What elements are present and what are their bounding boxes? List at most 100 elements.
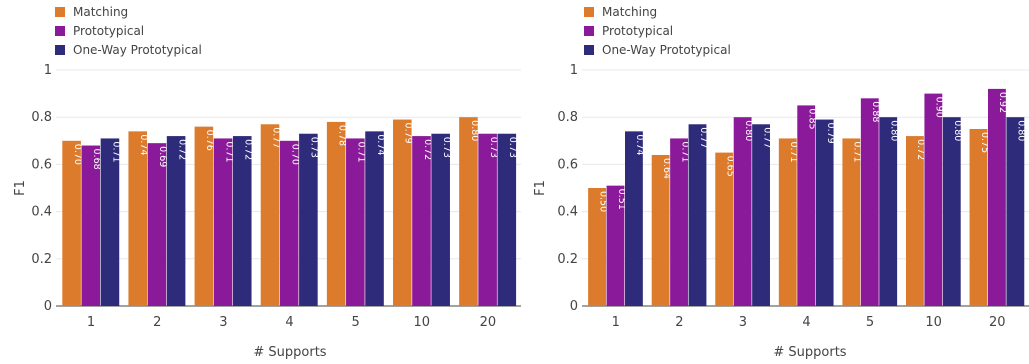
bar-value-label: 0.72	[176, 139, 187, 160]
x-tick-label: 2	[153, 315, 161, 330]
x-axis-title: # Supports	[253, 345, 326, 360]
bar-value-label: 0.73	[309, 137, 320, 158]
x-tick-label: 3	[219, 315, 227, 330]
bar	[365, 131, 384, 306]
bar	[346, 138, 365, 306]
bar	[778, 138, 797, 306]
x-tick-label: 10	[414, 315, 431, 330]
bar-value-label: 0.71	[788, 141, 799, 162]
legend-label: Prototypical	[73, 24, 144, 38]
bar-value-label: 0.80	[889, 120, 900, 141]
x-tick-label: 1	[612, 315, 620, 330]
x-tick-label: 3	[739, 315, 747, 330]
x-tick-label: 1	[87, 315, 95, 330]
y-tick-label: 0.6	[557, 157, 578, 172]
bar	[62, 140, 81, 306]
bar	[431, 133, 450, 306]
bar	[100, 138, 120, 306]
y-axis-title: F1	[533, 180, 548, 196]
bar	[478, 133, 497, 306]
bar-value-label: 0.72	[422, 139, 433, 160]
bar	[147, 143, 167, 306]
bar	[625, 131, 643, 306]
bar-value-label: 0.77	[761, 127, 772, 148]
legend: Matching Prototypical One-Way Prototypical	[584, 5, 731, 57]
bar-value-label: 0.77	[270, 127, 281, 148]
bar-value-label: 0.70	[72, 144, 83, 165]
legend-swatch	[55, 45, 65, 55]
bar	[842, 138, 861, 306]
bar-value-label: 0.79	[403, 123, 414, 144]
x-tick-label: 5	[866, 315, 874, 330]
bar-value-label: 0.71	[110, 141, 121, 162]
bar	[688, 124, 707, 306]
legend-label: One-Way Prototypical	[73, 43, 202, 57]
bar-value-label: 0.73	[488, 137, 499, 158]
bar-value-label: 0.80	[743, 120, 754, 141]
bar-value-label: 0.73	[441, 137, 452, 158]
bar	[733, 117, 752, 306]
bar	[905, 136, 924, 306]
y-tick-label: 1	[44, 63, 52, 78]
bar	[260, 124, 280, 306]
legend: Matching Prototypical One-Way Prototypical	[55, 5, 202, 57]
bar	[924, 93, 943, 306]
bar	[715, 152, 734, 306]
bar	[606, 185, 625, 306]
bar-value-label: 0.50	[597, 191, 608, 212]
bar	[1006, 117, 1025, 306]
x-tick-label: 10	[925, 315, 942, 330]
bar	[194, 126, 214, 306]
y-tick-label: 0	[570, 299, 578, 314]
bar	[670, 138, 688, 306]
x-tick-label: 5	[352, 315, 360, 330]
bar-value-label: 0.71	[223, 141, 234, 162]
bar	[797, 105, 816, 307]
y-tick-label: 0.4	[31, 205, 52, 220]
bar	[969, 129, 988, 306]
bar-value-label: 0.74	[138, 134, 149, 155]
x-axis-title: # Supports	[773, 345, 846, 360]
bar-value-label: 0.71	[852, 141, 863, 162]
x-tick-label: 4	[285, 315, 293, 330]
bar	[213, 138, 233, 306]
bar	[815, 119, 834, 306]
bar-value-label: 0.80	[469, 120, 480, 141]
bar-value-label: 0.72	[243, 139, 254, 160]
bar	[81, 145, 101, 306]
bar	[879, 117, 898, 306]
legend-swatch	[584, 26, 594, 36]
chart-panel-1: 0 0.2 0.4 0.6 0.8 1 F1 0.70 0.68 0.71 1 0.74 0.69 0.7…	[13, 5, 521, 360]
bar	[299, 133, 318, 306]
y-tick-label: 0.2	[557, 252, 578, 267]
bar-value-label: 0.65	[724, 156, 735, 177]
bar-value-label: 0.74	[375, 134, 386, 155]
x-tick-label: 2	[675, 315, 683, 330]
y-axis-title: F1	[13, 180, 28, 196]
y-tick-label: 0.8	[31, 110, 52, 125]
bar	[326, 121, 346, 306]
chart-panel-2: 0 0.2 0.4 0.6 0.8 1 F1 0.50 0.51 0.74 1 0.64 0.71 0.7…	[533, 5, 1029, 360]
bar-value-label: 0.77	[698, 127, 709, 148]
legend-swatch	[584, 7, 594, 17]
bar-value-label: 0.71	[356, 141, 367, 162]
legend-swatch	[584, 45, 594, 55]
bar-value-label: 0.75	[979, 132, 990, 153]
bar	[166, 136, 186, 306]
bar	[860, 98, 879, 306]
bar	[987, 88, 1006, 306]
legend-swatch	[55, 26, 65, 36]
bar	[942, 117, 961, 306]
bar	[279, 140, 299, 306]
legend-label: Matching	[73, 5, 128, 19]
bar-value-label: 0.92	[997, 92, 1008, 113]
legend-swatch	[55, 7, 65, 17]
bar-value-label: 0.78	[336, 125, 347, 146]
bar	[128, 131, 148, 306]
bar-value-label: 0.80	[952, 120, 963, 141]
y-tick-label: 0.8	[557, 110, 578, 125]
legend-label: One-Way Prototypical	[602, 43, 731, 57]
x-tick-label: 4	[802, 315, 810, 330]
bar-value-label: 0.90	[934, 97, 945, 118]
bar-value-label: 0.74	[634, 134, 645, 155]
